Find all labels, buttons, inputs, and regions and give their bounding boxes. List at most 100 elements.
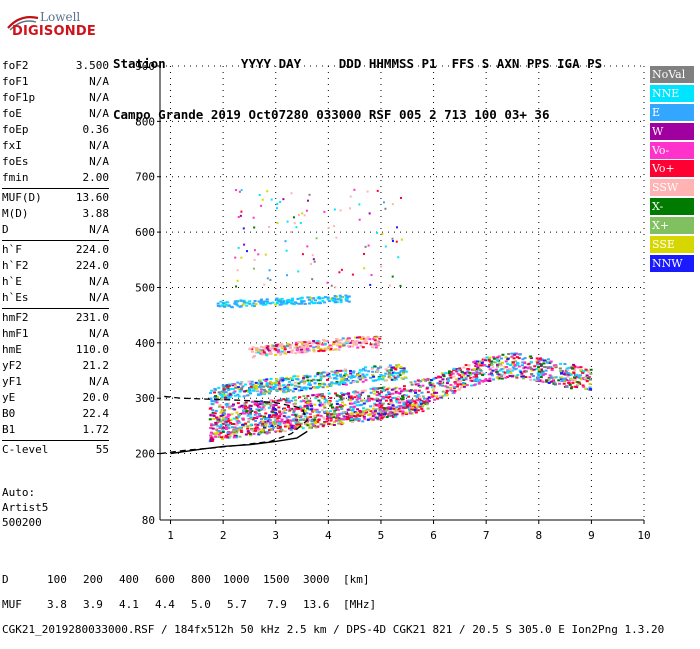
echo-point bbox=[267, 431, 271, 434]
echo-point bbox=[340, 375, 344, 378]
echo-point bbox=[273, 386, 277, 389]
echo-point bbox=[449, 384, 453, 387]
echo-point bbox=[363, 409, 367, 412]
echo-point bbox=[253, 249, 256, 252]
echo-point bbox=[549, 380, 553, 383]
echo-point bbox=[352, 406, 356, 409]
echo-point bbox=[303, 351, 307, 354]
echo-point bbox=[264, 412, 268, 415]
echo-point bbox=[306, 349, 310, 352]
echo-point bbox=[295, 344, 299, 347]
param-value: N/A bbox=[89, 375, 109, 388]
echo-point bbox=[265, 298, 269, 301]
echo-point bbox=[415, 403, 419, 406]
echo-point bbox=[284, 391, 288, 394]
echo-point bbox=[438, 380, 442, 383]
muf-value: 3.9 bbox=[83, 597, 103, 611]
param-value: 22.4 bbox=[82, 407, 110, 420]
echo-point bbox=[297, 302, 301, 305]
echo-point bbox=[469, 377, 473, 380]
echo-point bbox=[391, 237, 394, 240]
echo-point bbox=[375, 341, 379, 344]
echo-point bbox=[235, 418, 239, 421]
echo-point bbox=[382, 201, 385, 204]
param-separator bbox=[2, 440, 109, 441]
distance-value: 1500 bbox=[263, 572, 290, 586]
param-value: 224.0 bbox=[75, 259, 109, 272]
echo-point bbox=[565, 385, 569, 388]
echo-point bbox=[402, 402, 406, 405]
echo-point bbox=[391, 415, 395, 418]
echo-point bbox=[408, 408, 412, 411]
echo-point bbox=[568, 383, 572, 386]
echo-point bbox=[445, 382, 449, 385]
echo-point bbox=[520, 364, 524, 367]
echo-point bbox=[373, 402, 377, 405]
echo-point bbox=[275, 418, 279, 421]
echo-point bbox=[402, 367, 406, 370]
echo-point bbox=[520, 372, 524, 375]
echo-point bbox=[303, 380, 307, 383]
echo-point bbox=[290, 192, 293, 195]
echo-point bbox=[321, 409, 325, 412]
echo-point bbox=[365, 373, 369, 376]
y-tick-label: 200 bbox=[135, 448, 155, 461]
echo-point bbox=[267, 406, 271, 409]
echo-point bbox=[273, 416, 277, 419]
echo-point bbox=[575, 373, 579, 376]
echo-point bbox=[329, 348, 333, 351]
echo-point bbox=[309, 402, 313, 405]
echo-point bbox=[312, 409, 316, 412]
echo-point bbox=[330, 370, 334, 373]
x-tick-label: 7 bbox=[483, 529, 490, 542]
echo-point bbox=[312, 258, 315, 261]
echo-point bbox=[306, 407, 310, 410]
echo-point bbox=[381, 402, 385, 405]
echo-point bbox=[488, 368, 492, 371]
echo-point bbox=[286, 220, 289, 223]
echo-point bbox=[554, 365, 558, 368]
echo-point bbox=[271, 414, 275, 417]
echo-point bbox=[230, 422, 234, 425]
echo-point bbox=[265, 301, 269, 304]
echo-point bbox=[506, 362, 510, 365]
echo-point bbox=[408, 412, 412, 415]
echo-point bbox=[379, 399, 383, 402]
echo-point bbox=[334, 286, 337, 289]
echo-point bbox=[296, 375, 300, 378]
echo-point bbox=[367, 244, 370, 247]
echo-point bbox=[486, 379, 490, 382]
echo-point bbox=[277, 299, 281, 302]
echo-point bbox=[261, 301, 265, 304]
echo-point bbox=[550, 376, 554, 379]
echo-point bbox=[299, 425, 303, 428]
echo-point bbox=[429, 384, 433, 387]
param-label: foF2 bbox=[2, 59, 29, 72]
echo-point bbox=[274, 430, 278, 433]
echo-point bbox=[216, 424, 220, 427]
echo-point bbox=[324, 339, 328, 342]
echo-point bbox=[533, 365, 537, 368]
echo-point bbox=[373, 392, 377, 395]
muf-value: 13.6 bbox=[303, 597, 330, 611]
echo-point bbox=[418, 405, 422, 408]
echo-point bbox=[479, 364, 483, 367]
echo-point bbox=[405, 389, 409, 392]
echo-point bbox=[426, 397, 430, 400]
echo-point bbox=[547, 378, 551, 381]
echo-point bbox=[293, 408, 297, 411]
echo-point bbox=[337, 344, 341, 347]
echo-point bbox=[359, 399, 363, 402]
echo-point bbox=[395, 226, 398, 229]
echo-point bbox=[460, 376, 464, 379]
echo-point bbox=[307, 341, 311, 344]
echo-point bbox=[352, 370, 356, 373]
echo-point bbox=[232, 422, 236, 425]
echo-point bbox=[253, 226, 256, 229]
echo-point bbox=[301, 253, 304, 256]
echo-point bbox=[444, 392, 448, 395]
echo-point bbox=[307, 383, 311, 386]
echo-point bbox=[251, 346, 255, 349]
echo-point bbox=[312, 340, 316, 343]
echo-point bbox=[311, 342, 315, 345]
